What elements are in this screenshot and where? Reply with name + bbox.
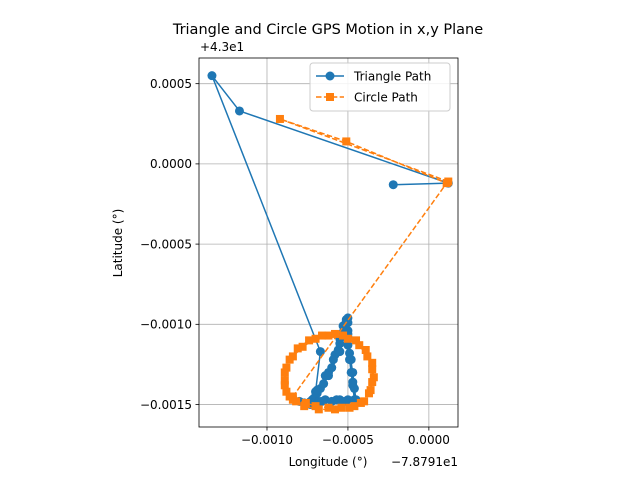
triangle-path-point [348,377,358,387]
triangle-path-point [343,318,353,328]
x-offset-label: −7.8791e1 [391,455,458,469]
triangle-path-point [319,379,329,389]
circle-path-point [330,329,339,338]
x-tick-label: −0.0005 [322,433,374,447]
triangle-path-series [207,71,453,410]
chart-title: Triangle and Circle GPS Motion in x,y Pl… [172,22,483,38]
legend-circle-marker [326,93,334,101]
circle-path-point [293,344,302,353]
legend-triangle-marker [325,71,335,81]
triangle-path-point [317,396,327,406]
circle-path-point [311,334,320,343]
circle-path-point [318,331,327,340]
circle-path-point [368,358,377,367]
triangle-path-point [315,347,325,357]
triangle-path-point [335,339,345,349]
x-axis-label: Longitude (°) [289,455,368,469]
circle-path-point [442,179,451,188]
circle-path-point [368,378,377,387]
plot-series [207,71,453,414]
circle-path-point [282,363,291,372]
circle-path-point [285,355,294,364]
circle-path-point [364,389,373,398]
y-tick-label: −0.0010 [140,318,192,332]
circle-path-point [324,403,333,412]
circle-path-series [275,114,453,414]
x-tick-label: 0.0000 [408,433,450,447]
circle-path-point [280,368,289,377]
triangle-path-point [335,347,345,357]
circle-path-point [339,331,348,340]
y-tick-label: −0.0005 [140,237,192,251]
legend-triangle-label: Triangle Path [353,70,431,84]
circle-path-point [337,403,346,412]
triangle-path-point [348,367,358,377]
circle-path-point [285,392,294,401]
y-axis-label: Latitude (°) [111,209,125,278]
circle-path-point [280,376,289,385]
circle-path-point [352,336,361,345]
triangle-path-point [324,371,333,381]
triangle-path-point [335,395,345,405]
triangle-path-point [346,355,356,365]
circle-path-point [350,402,359,411]
circle-path-point [282,387,291,396]
plot-frame [198,57,459,428]
circle-path-point [280,381,289,390]
circle-path-point [363,352,372,361]
triangle-path-point [327,363,337,373]
axes: −0.0010 −0.0005 0.0000 0.0005 0.0000 −0.0005 −… [140,57,459,447]
circle-path-point [298,342,307,351]
circle-path-point [324,331,333,340]
triangle-path-point [328,355,338,365]
grid [199,58,458,427]
x-tick-label: −0.0010 [241,433,293,447]
circle-path-point [275,114,284,123]
circle-path-point [342,137,351,146]
circle-path-point [314,405,323,414]
circle-path-point [369,373,378,382]
legend-frame [309,62,451,112]
circle-path-point [361,345,370,354]
triangle-path-point [343,340,353,350]
legend: Triangle Path Circle Path [309,62,451,112]
triangle-path-point [388,180,398,190]
circle-path-point [356,398,365,407]
circle-path-point [300,402,309,411]
y-tick-label: −0.0015 [140,398,192,412]
y-offset-label: +4.3e1 [200,40,244,54]
y-tick-label: 0.0005 [150,77,192,91]
circle-path-point [345,403,354,412]
legend-circle-label: Circle Path [354,91,418,105]
circle-path-point [343,334,352,343]
triangle-path-point [207,71,217,81]
triangle-path-point [327,396,337,406]
triangle-path-point [312,385,322,395]
circle-path-point [355,341,364,350]
y-tick-label: 0.0000 [150,157,192,171]
circle-path-point [330,405,339,414]
triangle-path-point [234,106,244,116]
circle-path-point [305,336,314,345]
circle-path-point [368,365,377,374]
